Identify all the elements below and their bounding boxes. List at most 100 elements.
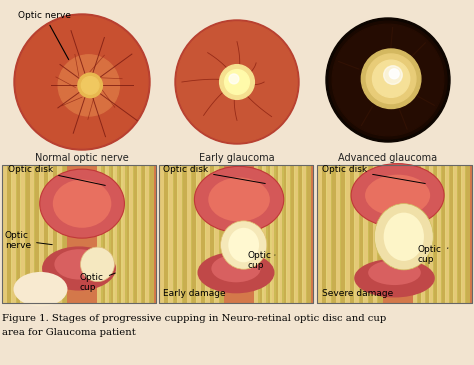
Ellipse shape xyxy=(14,272,67,307)
Circle shape xyxy=(177,22,297,142)
Circle shape xyxy=(16,16,148,148)
Ellipse shape xyxy=(208,177,270,222)
Text: area for Glaucoma patient: area for Glaucoma patient xyxy=(2,328,136,337)
Ellipse shape xyxy=(383,212,424,261)
Bar xyxy=(44,165,49,303)
Bar xyxy=(7,165,12,303)
Bar xyxy=(457,165,462,303)
Bar xyxy=(177,165,183,303)
Bar xyxy=(255,165,260,303)
Circle shape xyxy=(323,15,453,145)
Circle shape xyxy=(332,24,444,136)
Bar xyxy=(377,165,383,303)
Ellipse shape xyxy=(81,247,114,282)
Circle shape xyxy=(82,77,99,94)
Ellipse shape xyxy=(374,204,433,270)
Bar xyxy=(340,165,346,303)
Bar xyxy=(331,165,336,303)
Circle shape xyxy=(11,11,153,153)
Bar xyxy=(145,165,150,303)
Bar xyxy=(164,165,169,303)
Bar xyxy=(425,165,430,303)
Ellipse shape xyxy=(365,175,430,216)
Text: Optic disk: Optic disk xyxy=(163,165,265,184)
Bar xyxy=(159,165,313,303)
Circle shape xyxy=(326,18,450,142)
Bar xyxy=(306,165,311,303)
Bar xyxy=(98,165,103,303)
Circle shape xyxy=(383,66,402,84)
Bar xyxy=(159,165,164,303)
Ellipse shape xyxy=(351,164,444,227)
Circle shape xyxy=(175,20,299,144)
Bar xyxy=(2,165,7,303)
Ellipse shape xyxy=(220,221,267,269)
Bar xyxy=(214,165,220,303)
Ellipse shape xyxy=(55,249,104,280)
Text: Optic nerve: Optic nerve xyxy=(18,11,71,59)
Bar xyxy=(364,165,369,303)
Bar xyxy=(263,165,268,303)
Bar xyxy=(173,165,178,303)
Text: Normal optic nerve: Normal optic nerve xyxy=(35,153,129,163)
Bar xyxy=(266,165,272,303)
Bar xyxy=(117,165,123,303)
Bar xyxy=(368,165,374,303)
Bar xyxy=(2,165,156,303)
Bar xyxy=(39,165,44,303)
Bar xyxy=(109,165,115,303)
Bar xyxy=(413,165,419,303)
Bar xyxy=(20,165,26,303)
Bar xyxy=(191,165,197,303)
Bar xyxy=(317,165,322,303)
Text: Optic
cup: Optic cup xyxy=(248,251,275,270)
Circle shape xyxy=(78,73,102,98)
Bar xyxy=(441,165,447,303)
Circle shape xyxy=(361,49,421,108)
Bar xyxy=(317,165,472,303)
Bar xyxy=(322,165,327,303)
Bar xyxy=(433,165,438,303)
Text: Optic disk: Optic disk xyxy=(8,165,105,185)
Bar xyxy=(196,165,201,303)
Bar xyxy=(121,165,127,303)
Bar xyxy=(159,165,313,303)
Bar xyxy=(34,165,40,303)
Text: Optic
cup: Optic cup xyxy=(418,245,448,264)
Ellipse shape xyxy=(211,255,261,282)
Bar xyxy=(48,165,54,303)
Bar xyxy=(445,165,450,303)
Bar xyxy=(278,165,283,303)
Bar xyxy=(437,165,442,303)
Circle shape xyxy=(329,21,447,139)
Bar xyxy=(101,165,107,303)
Bar xyxy=(274,165,280,303)
Ellipse shape xyxy=(198,252,274,293)
Text: Severe damage: Severe damage xyxy=(322,289,393,298)
Bar xyxy=(201,165,206,303)
Bar xyxy=(429,165,434,303)
Bar xyxy=(270,165,275,303)
Circle shape xyxy=(373,60,410,97)
Bar xyxy=(53,165,58,303)
Bar xyxy=(105,165,110,303)
Bar xyxy=(11,165,17,303)
Bar xyxy=(149,165,154,303)
Circle shape xyxy=(229,74,239,84)
Bar xyxy=(141,165,146,303)
Ellipse shape xyxy=(228,228,259,262)
Circle shape xyxy=(219,65,255,99)
Ellipse shape xyxy=(53,180,111,228)
Circle shape xyxy=(58,55,119,116)
Bar xyxy=(453,165,458,303)
Bar xyxy=(290,165,295,303)
Ellipse shape xyxy=(194,166,284,233)
Bar xyxy=(336,165,341,303)
Bar xyxy=(2,165,156,303)
Bar xyxy=(465,165,470,303)
Bar xyxy=(168,165,173,303)
Text: Early glaucoma: Early glaucoma xyxy=(199,153,275,163)
Bar xyxy=(286,165,292,303)
Bar xyxy=(30,165,35,303)
Ellipse shape xyxy=(368,260,421,285)
